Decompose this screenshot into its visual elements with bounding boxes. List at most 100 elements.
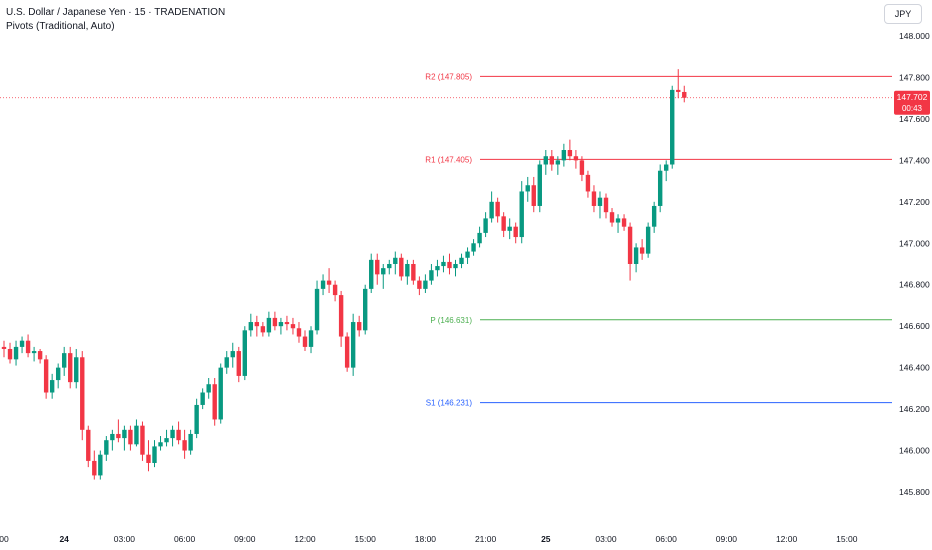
time-tick-label: 25	[541, 534, 551, 544]
candle-body	[633, 247, 639, 264]
candles	[1, 69, 687, 480]
price-tick-label: 146.600	[899, 321, 930, 331]
chart-legend: U.S. Dollar / Japanese Yen · 15 · TRADEN…	[6, 6, 225, 34]
candle-body	[609, 212, 615, 223]
candle-body	[549, 156, 555, 165]
candle-body	[80, 357, 85, 430]
candle-body	[350, 322, 356, 368]
candle-body	[1, 346, 7, 349]
candle-body	[507, 226, 512, 231]
candle-body	[615, 218, 621, 223]
candle-body	[513, 226, 518, 238]
price-tick-label: 145.800	[899, 487, 930, 497]
candle-body	[381, 268, 386, 275]
indicator-title[interactable]: Pivots (Traditional, Auto)	[6, 21, 115, 32]
candle-body	[152, 446, 157, 463]
candle-body	[525, 185, 530, 192]
time-tick-label: 06:00	[656, 534, 678, 544]
time-tick-label: 15:00	[355, 534, 377, 544]
candle-body	[645, 226, 651, 254]
candle-body	[459, 257, 464, 264]
candle-body	[182, 440, 187, 451]
candle-body	[411, 264, 416, 281]
candle-body	[31, 351, 37, 354]
candle-body	[296, 328, 302, 337]
candle-body	[429, 270, 434, 281]
candle-body	[338, 295, 344, 337]
candle-body	[326, 280, 332, 285]
candle-body	[260, 326, 266, 333]
candle-body	[375, 259, 380, 275]
price-badge-bg	[894, 90, 930, 115]
candle-body	[170, 429, 175, 439]
price-tick-label: 146.400	[899, 363, 930, 373]
time-tick-label: 06:00	[174, 534, 196, 544]
candle-body	[531, 185, 536, 206]
candle-body	[393, 257, 398, 264]
candle-body	[212, 384, 217, 420]
candle-body	[218, 367, 223, 420]
time-tick-label: 12:00	[776, 534, 798, 544]
time-tick-label: 09:00	[716, 534, 738, 544]
candle-body	[242, 330, 247, 376]
candle-body	[92, 460, 97, 476]
candle-body	[423, 280, 428, 289]
candle-body	[555, 160, 561, 165]
candle-body	[417, 280, 422, 289]
candle-body	[236, 351, 241, 376]
candle-body	[290, 324, 296, 329]
time-tick-label: 18:00	[415, 534, 437, 544]
candle-body	[194, 404, 199, 434]
price-tick-label: 147.400	[899, 155, 930, 165]
time-tick-label: 24	[59, 534, 69, 544]
candle-body	[447, 261, 452, 269]
price-tick-label: 146.000	[899, 446, 930, 456]
candle-body	[104, 440, 109, 455]
candle-body	[363, 288, 368, 331]
candle-body	[489, 201, 494, 219]
candle-body	[248, 322, 254, 331]
candle-body	[477, 232, 482, 244]
candle-body	[603, 197, 609, 213]
candle-body	[519, 191, 524, 238]
time-tick-label: 03:00	[114, 534, 136, 544]
candle-body	[254, 322, 260, 327]
price-badge-value: 147.702	[897, 92, 928, 102]
price-tick-label: 147.000	[899, 238, 930, 248]
time-tick-label: 00	[0, 534, 9, 544]
candle-body	[621, 218, 627, 227]
candle-body	[146, 454, 151, 463]
candle-body	[278, 322, 284, 327]
time-tick-label: 15:00	[836, 534, 858, 544]
candle-body	[441, 261, 446, 267]
candle-body	[369, 259, 374, 289]
candle-body	[543, 156, 548, 165]
candle-body	[284, 322, 290, 325]
time-tick-label: 12:00	[294, 534, 316, 544]
candle-body	[591, 191, 597, 206]
candle-body	[134, 425, 139, 445]
candle-body	[639, 247, 645, 254]
candle-body	[43, 359, 49, 393]
symbol-title[interactable]: U.S. Dollar / Japanese Yen · 15 · TRADEN…	[6, 7, 226, 18]
pivot-levels: R2 (147.805) R1 (147.405) P (146.631) S1 (1…	[0, 72, 892, 408]
candle-body	[128, 429, 133, 445]
time-tick-label: 21:00	[475, 534, 497, 544]
pivot-label: R1 (147.405)	[425, 155, 472, 164]
time-tick-label: 03:00	[595, 534, 617, 544]
price-tick-label: 146.200	[899, 404, 930, 414]
candle-body	[657, 170, 663, 206]
candle-body	[158, 442, 163, 447]
candle-body	[200, 392, 205, 405]
candle-body	[676, 89, 681, 92]
candle-body	[664, 164, 669, 171]
pivot-label: P (146.631)	[430, 316, 472, 325]
candle-body	[320, 280, 326, 289]
candle-body	[399, 257, 404, 277]
currency-button[interactable]: JPY	[884, 4, 922, 24]
candle-body	[356, 322, 362, 331]
pivot-label: S1 (146.231)	[426, 399, 473, 408]
candle-body	[495, 201, 500, 217]
price-tick-label: 147.800	[899, 72, 930, 82]
